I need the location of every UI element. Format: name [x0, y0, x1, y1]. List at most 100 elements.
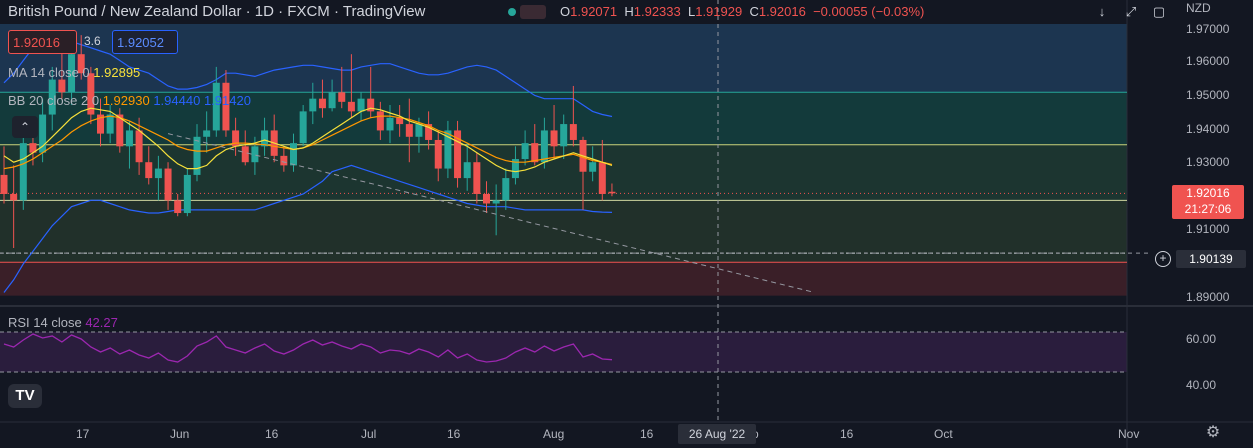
candle	[183, 168, 191, 217]
candle-body	[212, 82, 220, 131]
candle-body	[58, 79, 66, 93]
candle-body	[425, 124, 433, 140]
candle	[386, 105, 394, 144]
sell-button[interactable]: 1.92016	[8, 30, 77, 54]
candle	[454, 120, 462, 188]
time-tick-label: Aug	[543, 427, 565, 441]
candle-body	[203, 130, 211, 137]
candle-body	[154, 168, 162, 179]
candle	[154, 155, 162, 201]
candle-body	[232, 130, 240, 147]
candle	[135, 117, 143, 175]
candle	[367, 66, 375, 118]
candle	[309, 82, 317, 125]
candle	[299, 105, 307, 147]
bb-lower-line	[3, 164, 613, 293]
bb-upper-line	[3, 37, 613, 118]
candle-body	[125, 130, 133, 147]
screenshot-icon[interactable]: ▢	[1152, 4, 1166, 19]
candle	[116, 108, 124, 153]
candle-body	[521, 143, 529, 160]
candle-body	[280, 155, 288, 166]
candle	[492, 184, 500, 236]
down-arrow-icon[interactable]: ↓	[1098, 4, 1106, 19]
candle-body	[318, 98, 326, 109]
time-tick-label: 16	[840, 427, 854, 441]
price-tick-label: 1.97000	[1186, 22, 1230, 36]
candle	[328, 79, 336, 112]
time-tick-label: 16	[640, 427, 654, 441]
candle-body	[550, 130, 558, 147]
bb-basis-line	[3, 115, 613, 170]
rsi-band	[0, 332, 1127, 372]
candle	[396, 105, 404, 137]
rsi-legend[interactable]: RSI 14 close 42.27	[8, 315, 118, 330]
candle	[87, 66, 95, 125]
candle	[531, 124, 539, 166]
time-tick-label: 16	[265, 427, 279, 441]
candle	[48, 66, 56, 131]
candle	[39, 98, 47, 163]
candle-body	[97, 114, 104, 134]
crosshair-price-tag: 1.90139	[1176, 250, 1246, 268]
price-tick-label: 1.96000	[1186, 54, 1230, 68]
candle-body	[492, 200, 500, 204]
time-tick-label: Jul	[361, 427, 377, 441]
candle-body	[39, 114, 47, 153]
candles	[0, 35, 616, 248]
time-tick-label: Oct	[934, 427, 953, 441]
candle-body	[463, 162, 471, 179]
candle-body	[164, 168, 172, 201]
status-toggle[interactable]	[520, 5, 546, 19]
candle-body	[29, 143, 37, 153]
add-alert-button[interactable]: +	[1155, 251, 1171, 267]
overlays	[3, 107, 815, 293]
candle	[598, 139, 606, 201]
candle-body	[106, 114, 114, 134]
collapse-legend-button[interactable]: ⌃	[12, 116, 38, 138]
candle	[376, 101, 384, 140]
zone-0	[0, 24, 1127, 93]
candle	[203, 111, 211, 153]
candle-body	[569, 124, 577, 140]
candle	[222, 70, 230, 137]
candle	[125, 120, 133, 169]
candle	[97, 98, 104, 147]
candle-body	[454, 130, 462, 179]
candle-body	[531, 143, 539, 163]
candle	[608, 183, 616, 197]
zone-4	[0, 262, 1127, 296]
expand-icon[interactable]: ⤢	[1125, 4, 1137, 19]
gear-icon[interactable]: ⚙	[1205, 424, 1221, 441]
bb-legend[interactable]: BB 20 close 2 0 1.92930 1.94440 1.91420	[8, 93, 251, 108]
candle	[290, 133, 297, 172]
candle	[58, 51, 66, 99]
candle-body	[261, 130, 269, 147]
candle	[19, 124, 27, 210]
candle-body	[309, 98, 317, 112]
candle	[521, 130, 529, 166]
tradingview-logo[interactable]: TV	[8, 384, 42, 408]
candle	[10, 165, 18, 248]
candle	[405, 98, 413, 163]
candle-body	[145, 162, 153, 179]
time-tick-label: Nov	[1118, 427, 1140, 441]
ohlc-legend: O1.92071 H1.92333 L1.91929 C1.92016 −0.0…	[560, 4, 925, 19]
ma-legend[interactable]: MA 14 close 0 1.92895	[8, 65, 141, 80]
candle-body	[328, 92, 336, 109]
candle-body	[251, 146, 259, 163]
price-tick-label: 1.89000	[1186, 290, 1230, 304]
market-status-dot	[508, 8, 516, 16]
candle-body	[290, 143, 297, 166]
time-tick-label: Jun	[170, 427, 190, 441]
candle-body	[357, 98, 365, 112]
rsi-path	[3, 333, 613, 363]
buy-button[interactable]: 1.92052	[112, 30, 178, 54]
candle-body	[376, 111, 384, 131]
candle	[425, 111, 433, 150]
crosshair-date-tag: 26 Aug '22	[678, 424, 756, 444]
candle-body	[48, 79, 56, 115]
currency-label[interactable]: NZD	[1186, 1, 1211, 15]
candle	[511, 146, 519, 185]
